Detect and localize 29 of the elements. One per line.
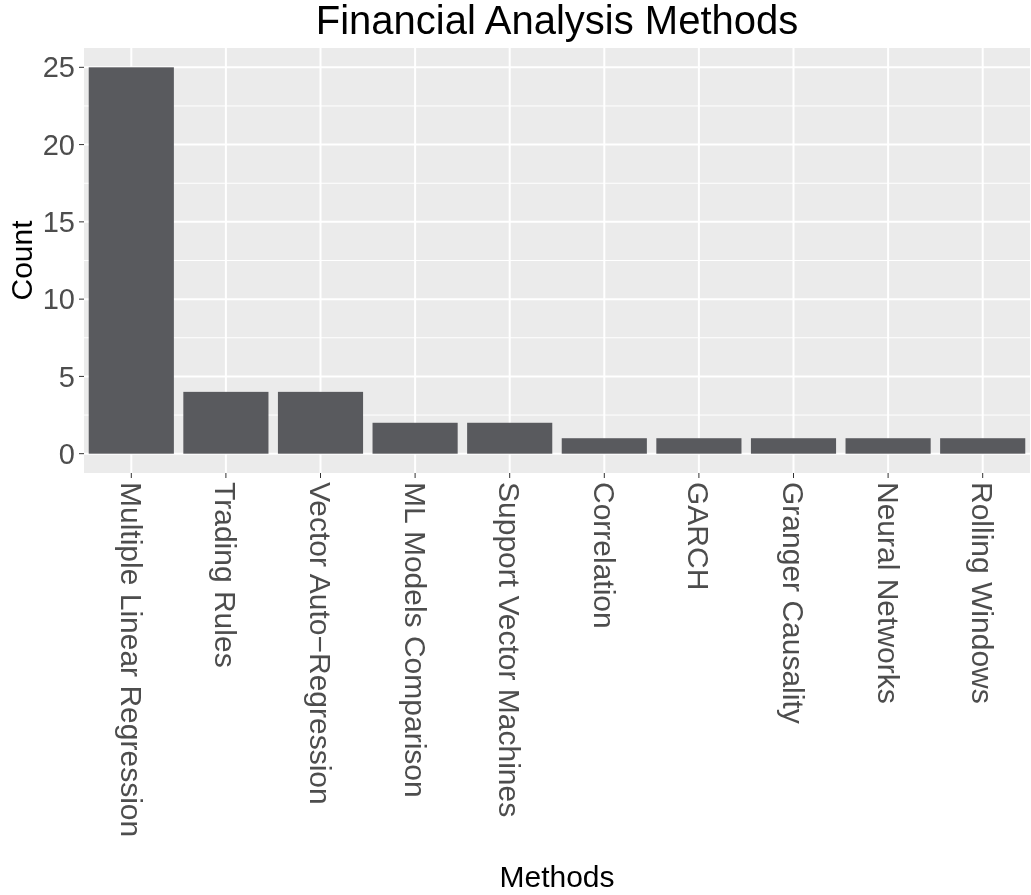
bar [940, 438, 1026, 454]
x-tick-label: Correlation [587, 482, 621, 629]
x-tick-label: GARCH [682, 482, 716, 591]
x-tick-label: Support Vector Machines [493, 482, 527, 818]
x-tick-label: Vector Auto−Regression [304, 482, 337, 805]
x-tick-label: Trading Rules [209, 482, 243, 668]
bar [561, 438, 647, 454]
x-tick-label: Rolling Windows [966, 482, 1000, 704]
y-tick-label: 20 [42, 128, 75, 161]
y-axis-title: Count [5, 219, 38, 301]
y-tick-label: 5 [58, 360, 75, 393]
bar [467, 422, 553, 454]
y-tick-label: 0 [58, 437, 75, 470]
y-tick-label: 25 [42, 51, 75, 84]
x-tick-label: Neural Networks [871, 482, 905, 704]
x-tick-label: Granger Causality [777, 482, 810, 724]
bar [845, 438, 931, 454]
bar [88, 67, 174, 454]
bar [183, 391, 269, 454]
bar [750, 438, 837, 454]
bar [656, 438, 742, 454]
y-tick-label: 10 [42, 283, 75, 316]
x-axis-title: Methods [499, 860, 615, 893]
bar [277, 391, 364, 454]
chart-title: Financial Analysis Methods [315, 0, 799, 42]
y-tick-label: 15 [42, 206, 75, 239]
x-tick-label: Multiple Linear Regression [114, 482, 148, 838]
x-tick-label: ML Models Comparison [398, 482, 432, 798]
bar [372, 422, 458, 454]
